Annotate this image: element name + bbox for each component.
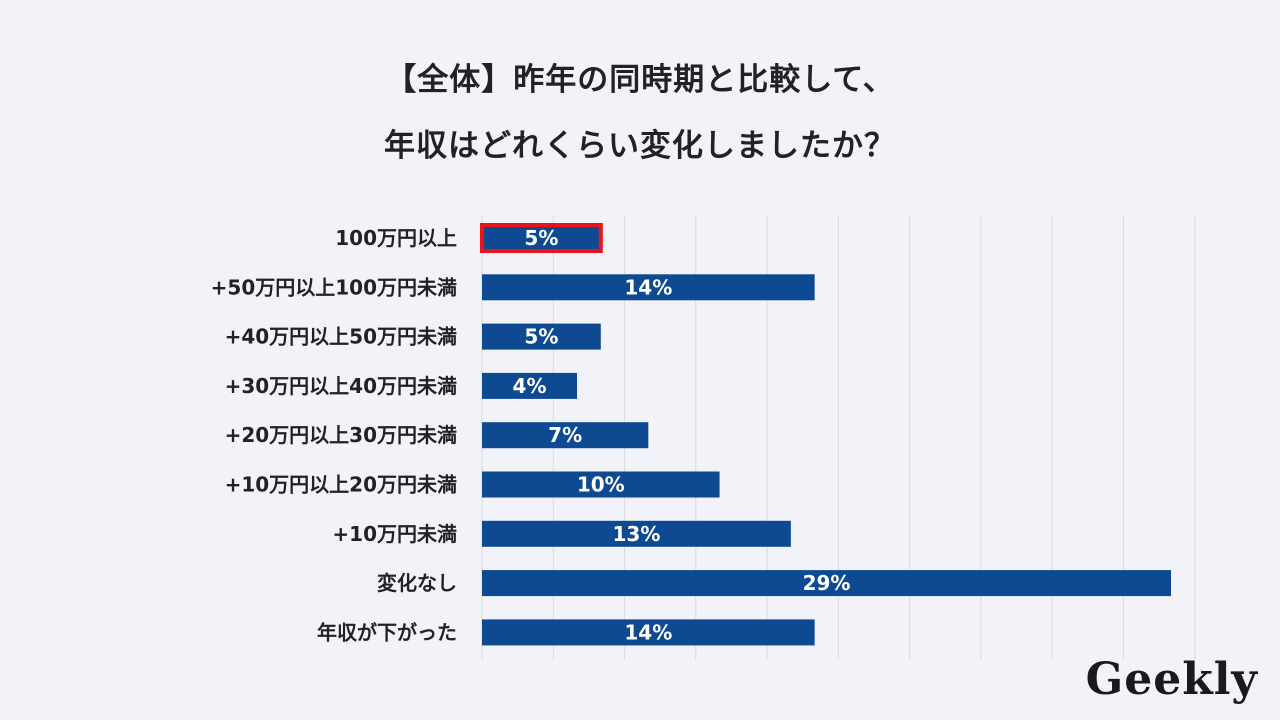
data-label: 14% (624, 620, 672, 644)
bar (482, 471, 720, 498)
bar (482, 372, 578, 399)
bar (482, 520, 791, 547)
category-label: 変化なし (377, 571, 457, 595)
data-label: 13% (612, 522, 660, 546)
bar (480, 223, 603, 253)
data-label: 7% (548, 423, 582, 447)
category-label: +10万円以上20万円未満 (225, 473, 457, 497)
category-label: +30万円以上40万円未満 (225, 374, 457, 398)
data-label: 29% (803, 571, 851, 595)
bar (482, 619, 815, 646)
category-label: 100万円以上 (335, 226, 457, 250)
bar (482, 274, 815, 301)
bar (482, 422, 649, 449)
category-label: +50万円以上100万円未満 (211, 275, 457, 299)
chart-title-line1: 【全体】昨年の同時期と比較して、 (385, 62, 895, 98)
bar (482, 570, 1171, 597)
category-label: 年収が下がった (317, 620, 457, 644)
geekly-logo: Geekly (1085, 654, 1258, 705)
data-label: 5% (524, 226, 558, 250)
category-label: +40万円以上50万円未満 (225, 325, 457, 349)
category-label: +20万円以上30万円未満 (225, 423, 457, 447)
data-label: 4% (513, 374, 547, 398)
data-label: 14% (624, 275, 672, 299)
bar (482, 323, 601, 350)
data-label: 5% (524, 325, 558, 349)
category-label: +10万円未満 (332, 522, 457, 546)
chart-title-line2: 年収はどれくらい変化しましたか？ (384, 128, 896, 164)
data-label: 10% (577, 473, 625, 497)
